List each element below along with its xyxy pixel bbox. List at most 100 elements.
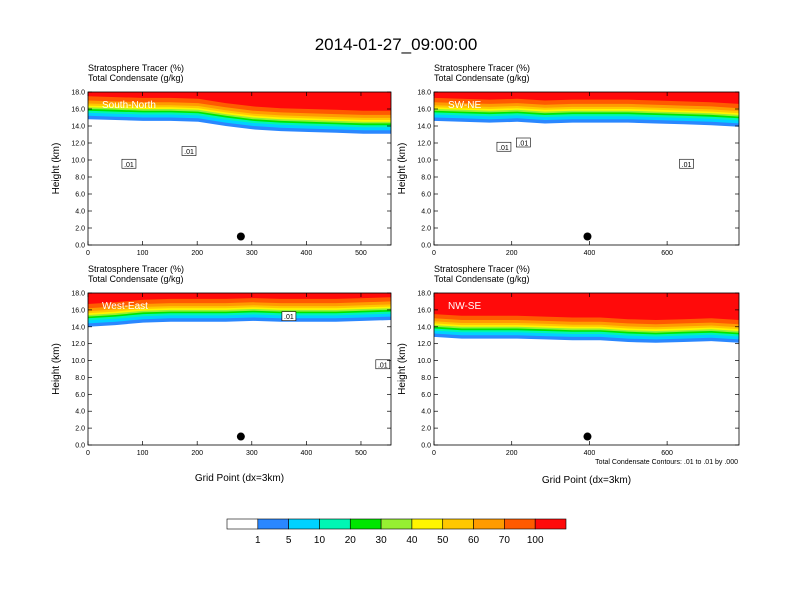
plot-frame [87,91,392,246]
y-tick-label: 8.0 [421,175,431,182]
x-tick-label: 200 [506,250,518,257]
colorbar-label: 50 [437,535,449,546]
y-tick-label: 14.0 [71,124,85,131]
x-tick-label: 600 [661,250,673,257]
contour-label: .01 [378,362,388,369]
plot-frame [87,292,392,446]
x-tick-label: 600 [661,450,673,457]
x-tick-label: 200 [191,250,203,257]
contour-label: .01 [124,162,134,169]
y-tick-label: 2.0 [421,226,431,233]
panel-sw-ne: .01 .01 .01 0.0 2.0 4.0 6.0 8.0 10.0 12.0 14.0 16.0… [397,63,740,257]
contour-label: .01 [499,145,509,152]
y-tick-label: 0.0 [421,243,431,250]
x-tick-label: 300 [246,250,258,257]
y-tick-label: 16.0 [71,107,85,114]
y-axis-label: Height (km) [397,343,408,395]
y-tick-label: 2.0 [421,426,431,433]
colorbar-swatch [226,518,259,530]
contour-label-box [281,311,297,321]
location-marker [583,232,592,241]
contour-label: .01 [184,149,194,156]
panel-nw-se: 0.0 2.0 4.0 6.0 8.0 10.0 12.0 14.0 16.0 18.0 0 200 4… [397,264,740,486]
colorbar-swatch [380,518,413,530]
colorbar-label: 60 [468,535,480,546]
panel-title-tracer: Stratosphere Tracer (%) [434,264,530,274]
x-tick-label: 100 [137,250,149,257]
colorbar-swatch [257,518,289,530]
colorbar-swatch [473,518,505,530]
x-tick-label: 200 [191,450,203,457]
x-tick-label: 400 [301,450,313,457]
contour-note: Total Condensate Contours: .01 to .01 by… [595,459,738,466]
colorbar-swatch [442,518,474,530]
x-tick-label: 500 [355,250,367,257]
y-tick-label: 6.0 [75,392,85,399]
x-tick-label: 500 [355,450,367,457]
panel-title-tracer: Stratosphere Tracer (%) [88,63,184,73]
tracer-band-10 [434,293,739,320]
colorbar-swatch [288,518,320,530]
y-tick-label: 18.0 [417,90,431,97]
contour-label-box [516,137,531,148]
y-tick-label: 16.0 [417,107,431,114]
colorbar-label: 20 [345,535,357,546]
y-tick-label: 4.0 [421,409,431,416]
region-label: South-North [102,100,156,111]
x-tick-label: 400 [584,250,596,257]
y-tick-label: 18.0 [417,291,431,298]
colorbar-label: 40 [406,535,418,546]
y-tick-label: 18.0 [71,90,85,97]
tracer-band-10 [88,92,391,111]
region-label: NW-SE [448,301,481,312]
colorbar: 1 5 10 20 30 40 50 60 70 100 [226,518,567,546]
y-tick-label: 8.0 [421,375,431,382]
y-axis-label: Height (km) [397,143,408,195]
y-tick-label: 2.0 [75,426,85,433]
y-tick-label: 6.0 [421,392,431,399]
contour-label-box [679,158,694,169]
colorbar-label: 30 [376,535,388,546]
x-tick-label: 0 [432,450,436,457]
panel-title-condensate: Total Condensate (g/kg) [88,274,184,284]
y-tick-label: 12.0 [71,141,85,148]
x-tick-label: 0 [86,250,90,257]
y-tick-label: 14.0 [417,124,431,131]
y-tick-label: 10.0 [417,358,431,365]
y-tick-label: 12.0 [417,341,431,348]
panel-title-tracer: Stratosphere Tracer (%) [434,63,530,73]
y-tick-label: 10.0 [417,158,431,165]
colorbar-swatch [504,518,536,530]
x-tick-label: 300 [246,450,258,457]
contour-label-box [496,141,512,152]
plot-frame [433,292,740,446]
y-tick-label: 16.0 [417,307,431,314]
y-tick-label: 4.0 [75,409,85,416]
panel-title-condensate: Total Condensate (g/kg) [434,274,530,284]
y-tick-label: 12.0 [71,341,85,348]
colorbar-label: 1 [255,535,261,546]
location-marker [236,432,245,441]
panel-title-condensate: Total Condensate (g/kg) [88,73,184,83]
y-tick-label: 14.0 [71,324,85,331]
plot-frame [433,91,740,246]
y-tick-label: 14.0 [417,324,431,331]
contour-label: .01 [682,162,692,169]
x-tick-label: 0 [86,450,90,457]
panel-south-north: .01 .01 0.0 2.0 4.0 6.0 8.0 10.0 12.0 14.0 16.0 18.… [51,63,392,257]
y-tick-label: 6.0 [421,192,431,199]
y-tick-label: 6.0 [75,192,85,199]
x-tick-label: 0 [432,250,436,257]
contour-label-box [181,146,197,156]
tracer-band-10 [434,92,739,104]
location-marker [583,432,592,441]
location-marker [236,232,245,241]
contour-label: .01 [284,314,294,321]
panel-title-condensate: Total Condensate (g/kg) [434,73,530,83]
x-axis-label: Grid Point (dx=3km) [195,473,284,484]
contour-label-box [375,359,391,370]
y-tick-label: 0.0 [75,443,85,450]
x-axis-label: Grid Point (dx=3km) [542,475,631,486]
x-tick-label: 200 [506,450,518,457]
